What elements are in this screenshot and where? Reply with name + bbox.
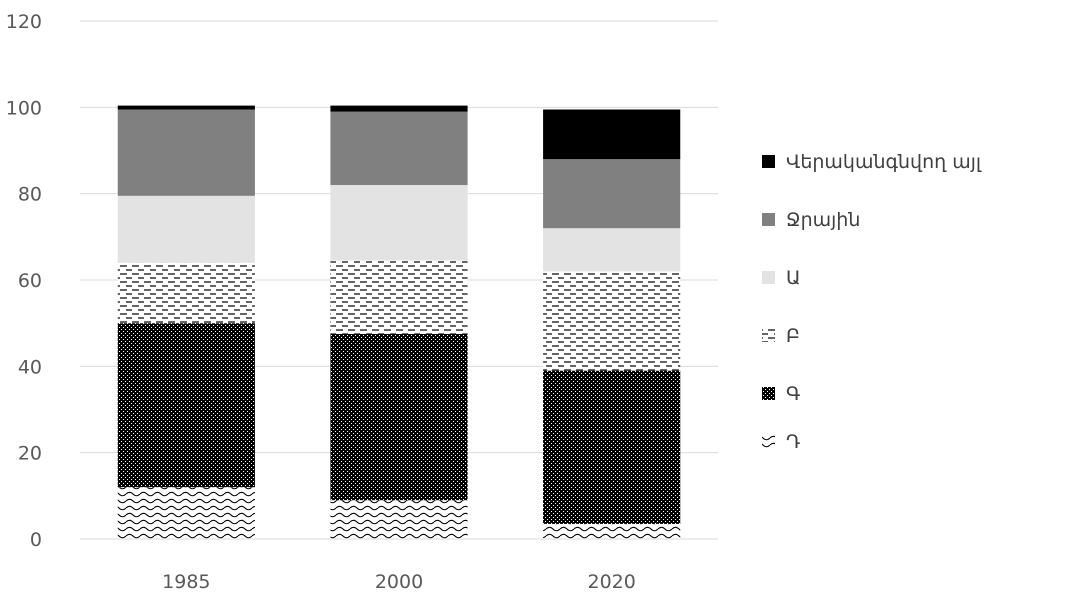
legend-label: Դ <box>786 431 800 453</box>
bar-segment <box>330 333 468 501</box>
x-tick-label: 1985 <box>162 571 210 593</box>
legend-label: Գ <box>786 383 800 405</box>
bar-segment <box>543 109 681 160</box>
legend-swatch <box>762 271 775 284</box>
legend-label: Բ <box>786 325 800 347</box>
y-tick-label: 40 <box>18 356 42 378</box>
legend-swatch <box>762 329 775 342</box>
y-tick-label: 20 <box>18 443 42 465</box>
x-tick-label: 2000 <box>375 571 423 593</box>
bars <box>117 105 681 539</box>
bar-segment <box>330 500 468 539</box>
bar-segment <box>117 105 255 110</box>
axes: 0 20 40 60 80 100 120 1985 2000 2020 <box>6 11 718 593</box>
bar-segment <box>330 111 468 186</box>
legend-label: Վերականգնվող այլ <box>786 151 982 173</box>
y-tick-label: 100 <box>6 97 42 119</box>
bar-segment <box>330 260 468 334</box>
legend-label: Ա <box>786 267 801 289</box>
bar-segment <box>117 487 255 539</box>
bar-segment <box>543 370 681 524</box>
bar-segment <box>117 323 255 488</box>
y-tick-label: 120 <box>6 11 42 33</box>
legend-swatch <box>762 387 775 400</box>
bar-segment <box>117 262 255 324</box>
x-tick-label: 2020 <box>587 571 635 593</box>
legend-swatch <box>762 155 775 168</box>
bar-segment <box>117 109 255 196</box>
bar-segment <box>543 159 681 229</box>
legend: Վերականգնվող այլ Ջրային Ա Բ Գ Դ <box>762 151 982 453</box>
legend-label: Ջրային <box>786 209 860 231</box>
legend-swatch <box>762 213 775 226</box>
bar-segment <box>117 195 255 263</box>
bar-segment <box>330 185 468 261</box>
legend-swatch <box>762 435 775 448</box>
y-tick-label: 60 <box>18 270 42 292</box>
bar-segment <box>330 105 468 112</box>
bar-segment <box>543 271 681 371</box>
bar-segment <box>543 228 681 272</box>
bar-segment <box>543 523 681 539</box>
y-tick-label: 0 <box>30 529 42 551</box>
y-tick-label: 80 <box>18 184 42 206</box>
